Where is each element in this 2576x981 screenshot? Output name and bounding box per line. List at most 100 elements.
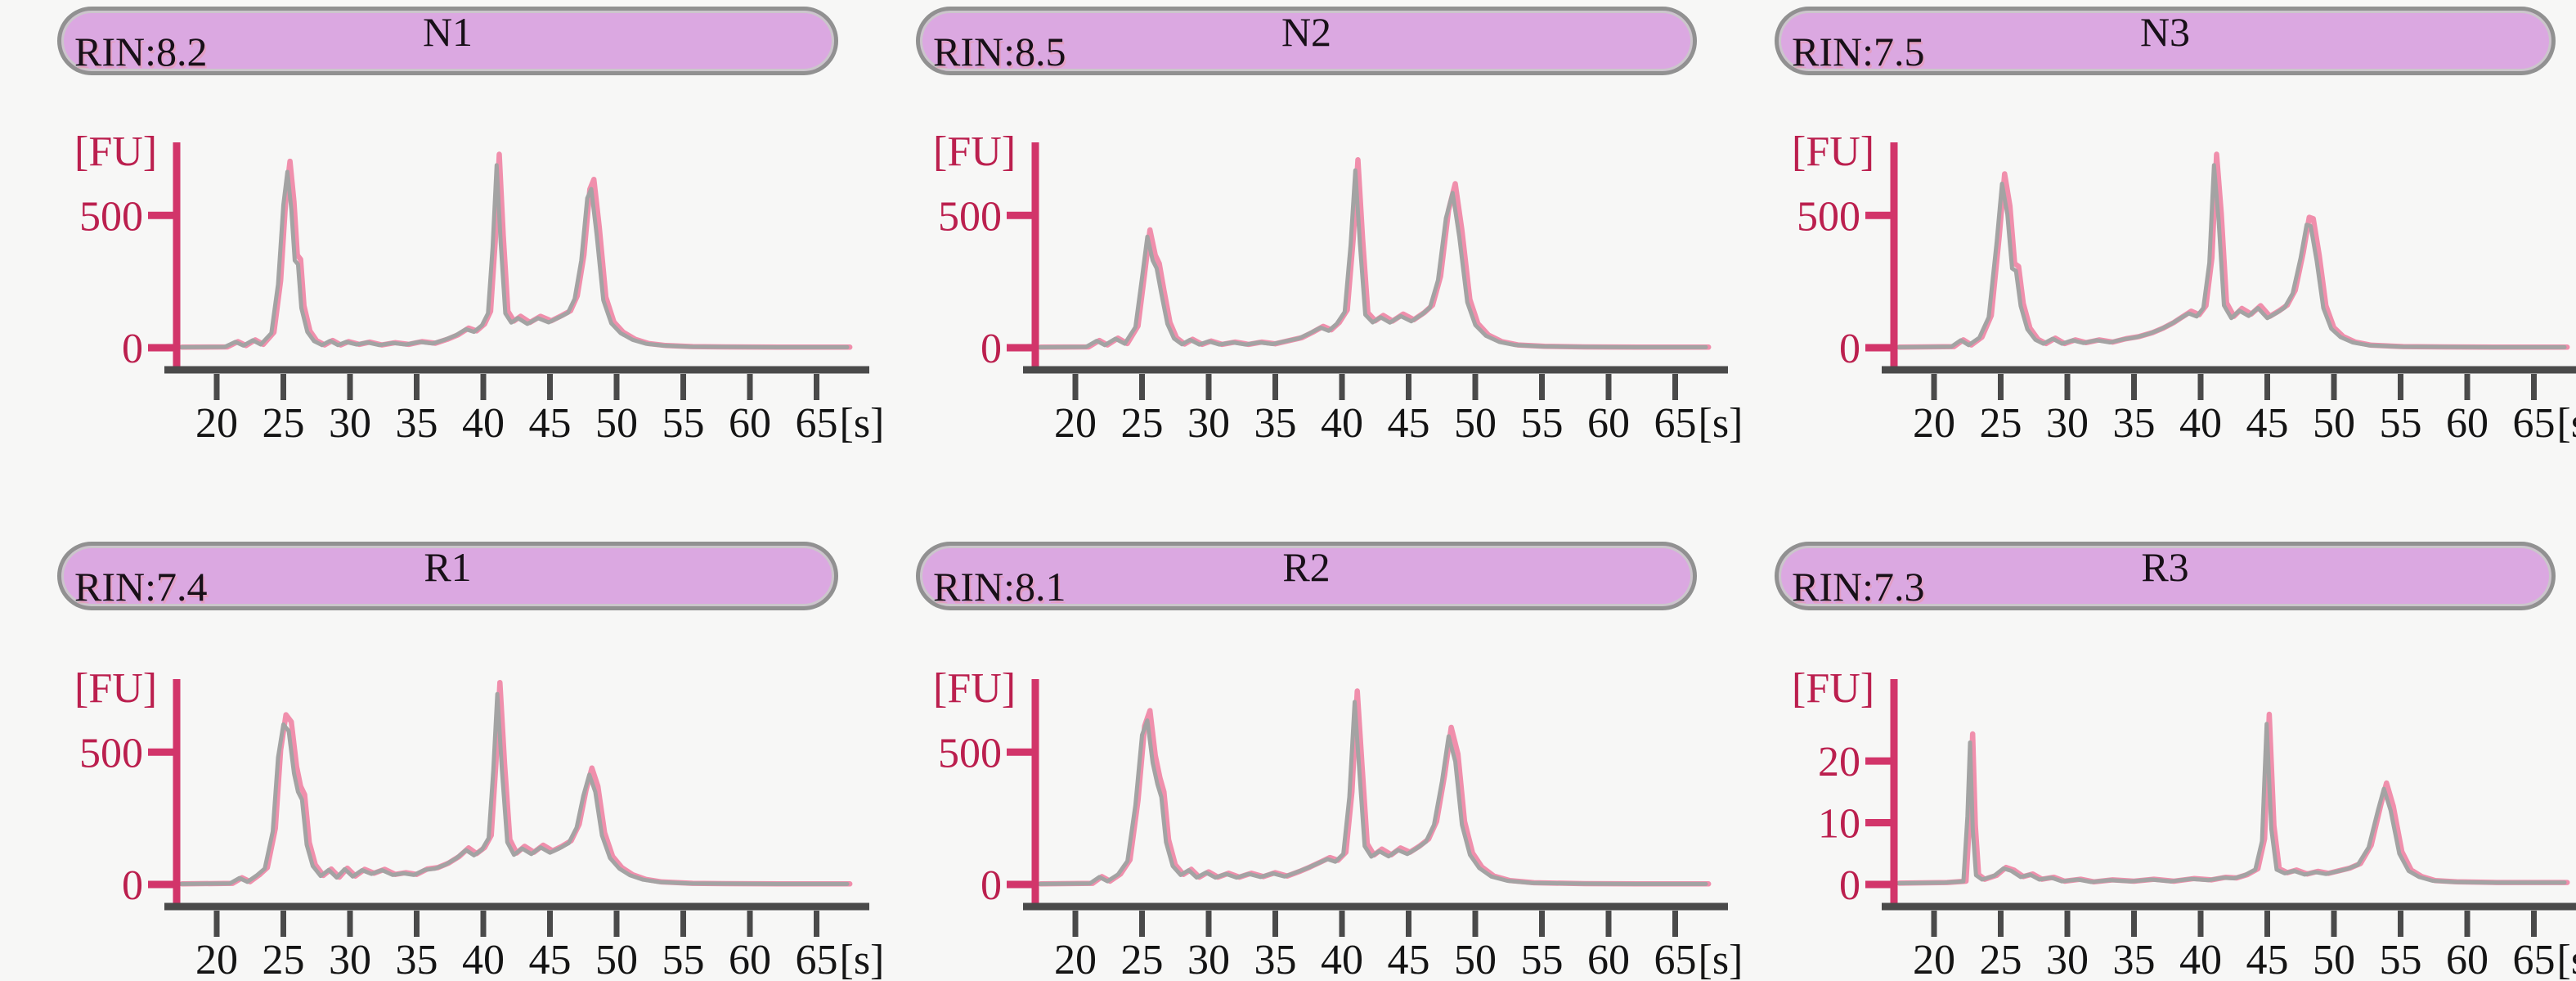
sample-trace-gray — [1894, 163, 2567, 349]
x-tick-label: 35 — [396, 400, 438, 447]
x-tick-label: 20 — [1913, 937, 1955, 981]
x-tick-label: 30 — [2046, 937, 2089, 981]
sample-header-pill: R2 RIN:8.1 — [916, 542, 1697, 610]
x-tick-label: 45 — [1388, 937, 1430, 981]
sample-trace-gray — [1035, 168, 1708, 349]
x-tick-label: 55 — [2380, 400, 2422, 447]
y-unit-label: [FU] — [74, 128, 157, 175]
sample-trace-gray — [1035, 700, 1708, 886]
y-tick-label: 500 — [938, 193, 1002, 240]
rin-value: RIN:8.5 — [933, 29, 1066, 74]
electropherogram-chart: 500 0 [FU] 20 25 30 35 40 45 50 55 60 65[s] — [933, 665, 1744, 981]
x-tick-label: 40 — [1321, 937, 1363, 981]
sample-title: N3 — [2139, 9, 2191, 55]
electropherogram-chart: 500 0 [FU] 20 25 30 35 40 45 50 55 60 65[s] — [74, 665, 884, 981]
x-tick-label: 25 — [1980, 937, 2022, 981]
x-tick-label: 25 — [263, 937, 305, 981]
rin-value: RIN:8.2 — [74, 29, 208, 74]
x-tick-label: 25 — [1980, 400, 2022, 447]
y-tick-label: 500 — [79, 730, 143, 776]
x-tick-label: 50 — [1454, 937, 1497, 981]
x-tick-label: 55 — [1521, 400, 1564, 447]
sample-header-pill: N1 RIN:8.2 — [57, 7, 838, 75]
sample-panel: N1 RIN:8.2 500 0 [FU] 20 25 30 35 40 45 50 55 60 65[… — [0, 0, 884, 491]
x-tick-label: 20 — [1913, 400, 1955, 447]
x-tick-label: 40 — [462, 400, 505, 447]
sample-header-pill: R3 RIN:7.3 — [1775, 542, 2556, 610]
x-tick-label: 65 — [2513, 400, 2556, 447]
sample-title: R3 — [2141, 544, 2189, 590]
sample-title: N2 — [1281, 9, 1332, 55]
x-tick-label: 60 — [1587, 400, 1630, 447]
x-tick-label: 55 — [2380, 937, 2422, 981]
electropherogram-chart: 500 0 [FU] 20 25 30 35 40 45 50 55 60 65[s] — [933, 128, 1744, 447]
x-tick-label: 50 — [595, 400, 638, 447]
x-tick-label: 25 — [1121, 400, 1164, 447]
x-tick-label: 45 — [2246, 937, 2289, 981]
y-unit-label: [FU] — [1792, 128, 1874, 175]
y-tick-label: 500 — [1797, 193, 1860, 240]
y-tick-label: 20 — [1818, 739, 1860, 785]
electropherogram-chart: 500 0 [FU] 20 25 30 35 40 45 50 55 60 65[s] — [74, 128, 884, 447]
x-tick-label: 45 — [2246, 400, 2289, 447]
y-tick-label: 500 — [79, 193, 143, 240]
x-tick-label: 55 — [662, 400, 705, 447]
x-tick-label: 50 — [2313, 937, 2355, 981]
x-tick-label: 25 — [1121, 937, 1164, 981]
x-tick-label: 20 — [1054, 400, 1097, 447]
sample-panel: N2 RIN:8.5 500 0 [FU] 20 25 30 35 40 45 50 55 60 65[… — [859, 0, 1743, 491]
sample-trace-pink — [1896, 711, 2570, 886]
x-tick-label: 65 — [1654, 400, 1697, 447]
x-tick-label: 60 — [2446, 937, 2488, 981]
x-tick-label: 35 — [2113, 937, 2156, 981]
rin-value: RIN:7.3 — [1792, 564, 1925, 610]
rin-value: RIN:7.5 — [1792, 29, 1925, 74]
x-tick-label: 55 — [662, 937, 705, 981]
x-tick-label: 60 — [729, 400, 771, 447]
y-unit-label: [FU] — [74, 665, 157, 712]
sample-panel: R1 RIN:7.4 500 0 [FU] 20 25 30 35 40 45 50 55 60 65[… — [0, 491, 884, 981]
x-tick-label: 65 — [1654, 937, 1697, 981]
sample-title: R1 — [424, 544, 472, 590]
x-tick-label: 30 — [329, 937, 371, 981]
x-tick-label: 40 — [462, 937, 505, 981]
x-tick-label: 30 — [329, 400, 371, 447]
x-tick-label: 45 — [529, 400, 572, 447]
x-tick-label: 30 — [1187, 937, 1230, 981]
x-tick-label: 55 — [1521, 937, 1564, 981]
sample-panel: R3 RIN:7.3 20 10 0 [FU] 20 25 30 35 40 45 50 55 60 65… — [1717, 491, 2576, 981]
y-tick-label: 0 — [981, 862, 1002, 909]
x-tick-label: 40 — [2179, 937, 2222, 981]
y-tick-label: 500 — [938, 730, 1002, 776]
x-tick-label: 35 — [1254, 400, 1297, 447]
y-unit-label: [FU] — [933, 128, 1016, 175]
x-tick-label: 60 — [2446, 400, 2488, 447]
x-unit-label: [s] — [1699, 400, 1744, 447]
y-tick-label: 0 — [122, 862, 143, 909]
x-tick-label: 20 — [195, 400, 238, 447]
sample-trace-gray — [1894, 722, 2567, 885]
sample-panel: R2 RIN:8.1 500 0 [FU] 20 25 30 35 40 45 50 55 60 65[… — [859, 491, 1743, 981]
x-tick-label: 25 — [263, 400, 305, 447]
sample-header-pill: N2 RIN:8.5 — [916, 7, 1697, 75]
x-tick-label: 60 — [1587, 937, 1630, 981]
x-tick-label: 30 — [1187, 400, 1230, 447]
rin-value: RIN:8.1 — [933, 564, 1066, 610]
x-tick-label: 50 — [1454, 400, 1497, 447]
x-tick-label: 65 — [796, 937, 838, 981]
sample-header-pill: N3 RIN:7.5 — [1775, 7, 2556, 75]
sample-title: R2 — [1282, 544, 1331, 590]
y-tick-label: 0 — [1839, 326, 1860, 372]
sample-trace-gray — [177, 691, 850, 886]
y-tick-label: 0 — [1839, 862, 1860, 909]
sample-title: N1 — [422, 9, 473, 55]
x-tick-label: 65 — [796, 400, 838, 447]
x-unit-label: [s] — [2557, 400, 2576, 447]
x-tick-label: 35 — [396, 937, 438, 981]
electropherogram-chart: 500 0 [FU] 20 25 30 35 40 45 50 55 60 65[s] — [1792, 128, 2576, 447]
x-tick-label: 35 — [2113, 400, 2156, 447]
x-unit-label: [s] — [1699, 937, 1744, 981]
y-tick-label: 10 — [1818, 801, 1860, 848]
x-tick-label: 65 — [2513, 937, 2556, 981]
